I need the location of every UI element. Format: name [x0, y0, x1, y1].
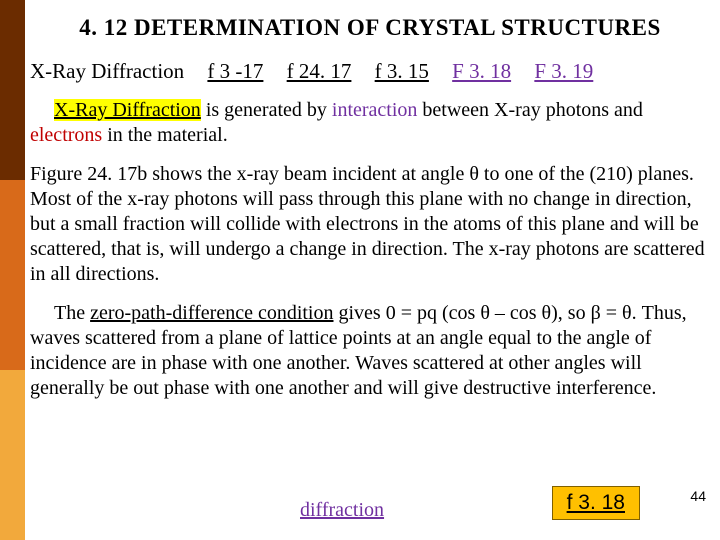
link-f3-18[interactable]: F 3. 18 [452, 59, 511, 83]
accent-bar-2 [0, 180, 25, 370]
paragraph-2: Figure 24. 17b shows the x-ray beam inci… [30, 162, 710, 287]
section-heading: 4. 12 DETERMINATION OF CRYSTAL STRUCTURE… [30, 15, 710, 41]
p3-text-a: The [54, 302, 90, 324]
p1-text-b: between X-ray photons and [417, 99, 643, 121]
left-accent-bars [0, 0, 25, 540]
p1-text-c: in the material. [102, 124, 228, 146]
figure-links-line: X-Ray Diffraction f 3 -17 f 24. 17 f 3. … [30, 59, 710, 84]
link-f3-19[interactable]: F 3. 19 [534, 59, 593, 83]
link-f24-17[interactable]: f 24. 17 [287, 59, 352, 83]
word-electrons: electrons [30, 124, 102, 146]
word-interaction: interaction [332, 99, 418, 121]
f3-18-button[interactable]: f 3. 18 [552, 486, 640, 520]
paragraph-3: The zero-path-difference condition gives… [30, 301, 710, 401]
page-number: 44 [690, 488, 706, 504]
paragraph-1: X-Ray Diffraction is generated by intera… [30, 98, 710, 148]
slide-content: 4. 12 DETERMINATION OF CRYSTAL STRUCTURE… [30, 15, 720, 415]
p1-text-a: is generated by [201, 99, 332, 121]
link-f3-15[interactable]: f 3. 15 [375, 59, 429, 83]
section-label: X-Ray Diffraction [30, 59, 184, 83]
diffraction-link[interactable]: diffraction [300, 499, 384, 522]
highlight-xray: X-Ray Diffraction [54, 99, 201, 121]
zero-path-phrase: zero-path-difference condition [90, 302, 333, 324]
accent-bar-1 [0, 0, 25, 180]
accent-bar-3 [0, 370, 25, 540]
link-f3-17[interactable]: f 3 -17 [207, 59, 263, 83]
